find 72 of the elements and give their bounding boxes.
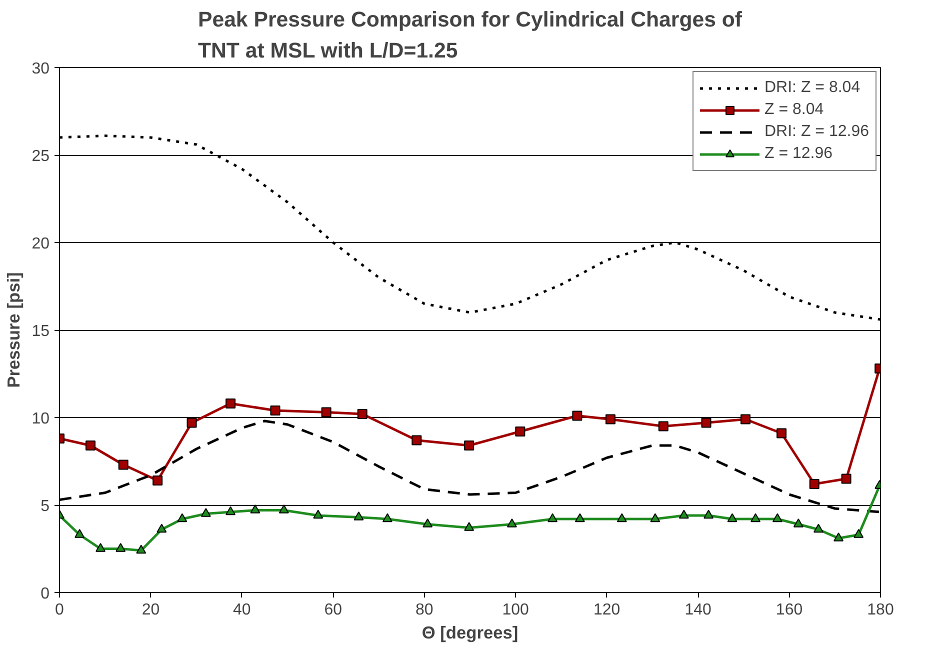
y-tick-label: 30 — [32, 60, 50, 78]
point — [793, 518, 804, 528]
point — [854, 529, 864, 538]
x-tick-label: 100 — [502, 602, 530, 618]
point — [177, 513, 188, 522]
point — [382, 513, 392, 522]
point — [96, 543, 106, 552]
y-tick-label: 25 — [32, 148, 50, 165]
x-tick-label: 20 — [142, 602, 160, 618]
point — [116, 543, 126, 552]
point — [809, 479, 820, 489]
x-tick-label: 60 — [324, 602, 342, 618]
x-tick-label: 180 — [867, 602, 894, 618]
point — [750, 513, 761, 522]
y-axis-title: Pressure [psi] — [4, 272, 24, 388]
point — [321, 407, 332, 418]
point — [506, 518, 517, 528]
legend-label: Z = 12.96 — [764, 145, 833, 163]
x-tick-label: 40 — [233, 602, 251, 618]
point — [574, 513, 585, 522]
point — [701, 418, 712, 428]
point — [86, 440, 96, 450]
chart-title: Peak Pressure Comparison for Cylindrical Charges of TNT at MSL with L/D=1.25 — [198, 7, 743, 62]
point — [464, 440, 474, 450]
point — [813, 524, 824, 533]
y-tick-label: 10 — [32, 410, 50, 428]
point — [226, 398, 236, 408]
x-axis-title: Θ [degrees] — [422, 622, 518, 642]
point — [834, 532, 844, 542]
point — [226, 506, 236, 516]
point — [412, 435, 422, 446]
point — [727, 513, 738, 522]
point — [658, 421, 668, 432]
point — [841, 474, 852, 484]
point — [650, 513, 660, 522]
x-tick-label: 80 — [415, 602, 434, 618]
point — [605, 414, 616, 424]
point — [74, 529, 85, 538]
point — [278, 504, 289, 514]
point — [250, 504, 260, 514]
point — [616, 513, 627, 522]
y-tick-label: 0 — [40, 586, 50, 602]
point — [548, 513, 558, 522]
point — [200, 508, 211, 517]
point — [136, 544, 146, 554]
point — [740, 414, 750, 424]
point — [464, 522, 474, 531]
point — [118, 460, 128, 470]
legend-label: DRI: Z = 12.96 — [764, 123, 869, 141]
point — [772, 513, 782, 522]
y-tick-label: 5 — [40, 498, 50, 515]
legend-label: DRI: Z = 8.04 — [764, 79, 860, 97]
point — [776, 428, 787, 438]
point — [354, 512, 364, 520]
y-tick-label: 20 — [32, 236, 50, 252]
point — [357, 409, 368, 419]
legend-label: Z = 8.04 — [764, 101, 824, 119]
y-tick-label: 15 — [32, 323, 50, 340]
point — [156, 524, 167, 533]
point — [422, 518, 433, 528]
point — [515, 426, 526, 436]
point — [704, 510, 714, 519]
x-tick-label: 160 — [776, 602, 803, 618]
point — [572, 410, 582, 421]
point — [152, 476, 163, 486]
x-tick-label: 120 — [593, 602, 620, 618]
x-tick-label: 0 — [55, 602, 64, 618]
x-tick-label: 140 — [684, 602, 712, 618]
point — [313, 510, 324, 519]
point — [270, 406, 280, 416]
point — [678, 510, 689, 519]
point — [186, 418, 197, 428]
